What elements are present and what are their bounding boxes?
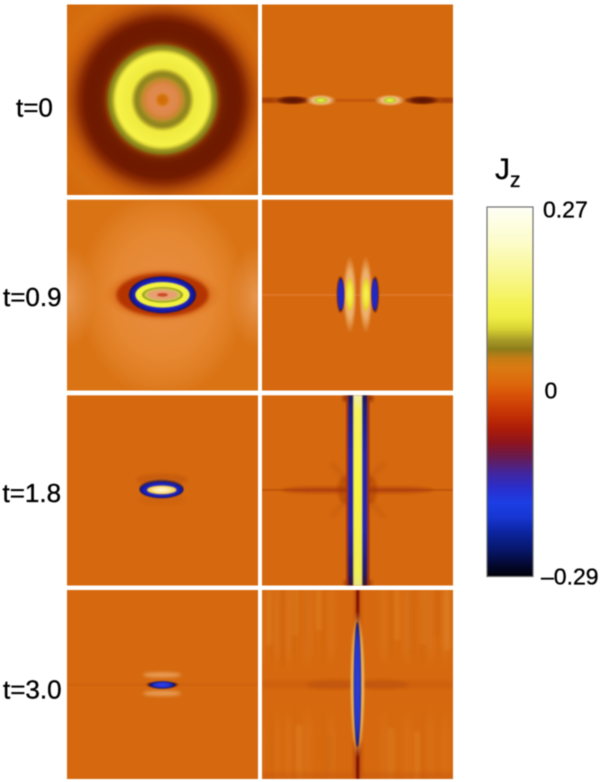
svg-text:t=0.9: t=0.9: [3, 282, 62, 312]
svg-text:–0.29: –0.29: [541, 564, 599, 590]
svg-text:t=3.0: t=3.0: [3, 675, 62, 705]
svg-text:t=1.8: t=1.8: [3, 478, 62, 508]
svg-text:0: 0: [545, 378, 558, 404]
svg-text:t=0: t=0: [16, 93, 53, 123]
svg-text:Jz: Jz: [495, 153, 521, 192]
svg-text:0.27: 0.27: [543, 197, 588, 223]
